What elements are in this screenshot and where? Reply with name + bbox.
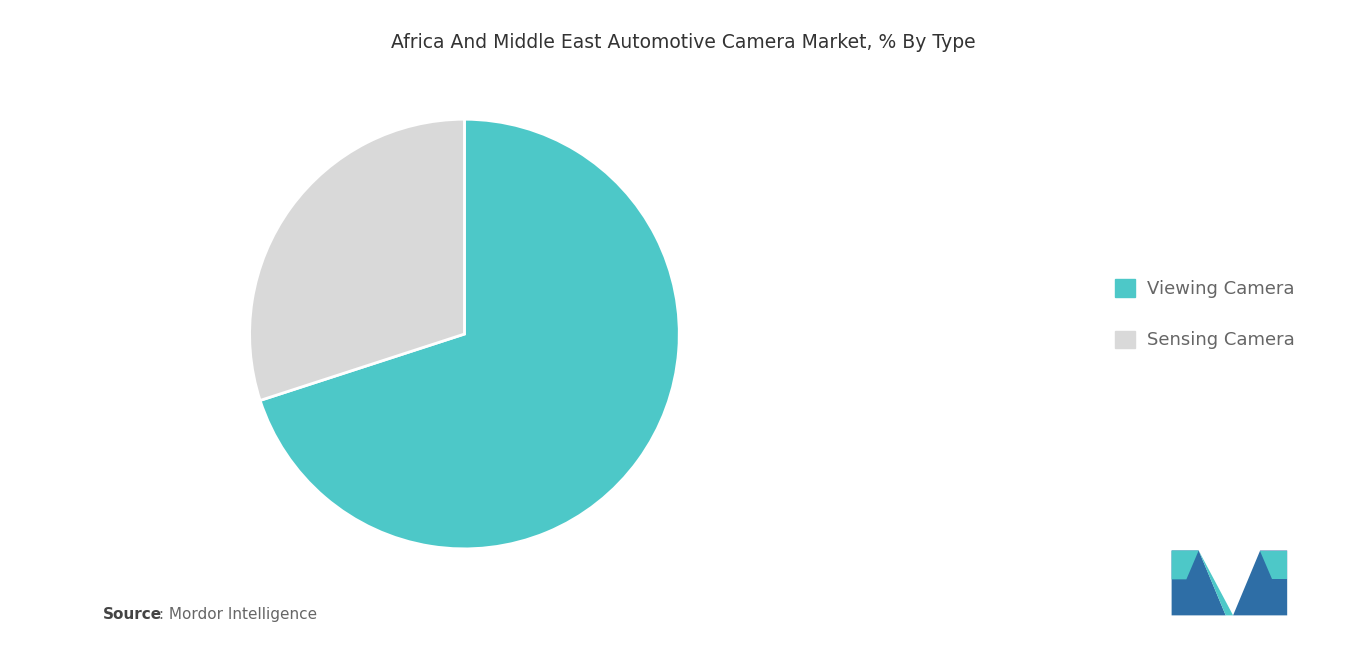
Text: Source: Source [102, 607, 161, 622]
Legend: Viewing Camera, Sensing Camera: Viewing Camera, Sensing Camera [1108, 272, 1302, 357]
Text: : Mordor Intelligence: : Mordor Intelligence [154, 607, 317, 622]
Wedge shape [260, 119, 679, 549]
Text: Africa And Middle East Automotive Camera Market, % By Type: Africa And Middle East Automotive Camera… [391, 33, 975, 52]
Wedge shape [250, 119, 464, 400]
